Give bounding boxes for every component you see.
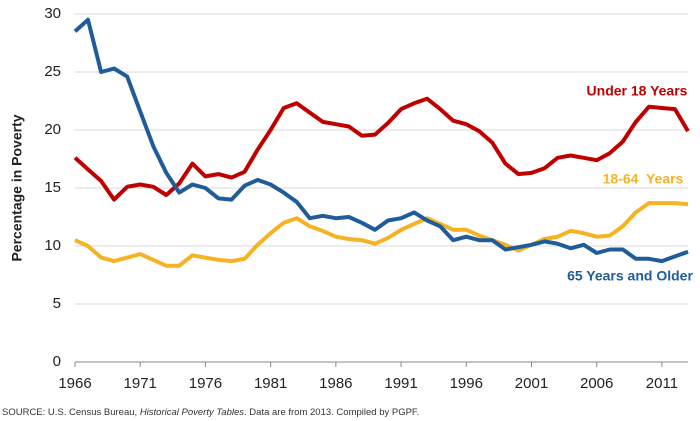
source-prefix: SOURCE: U.S. Census Bureau, bbox=[2, 407, 140, 418]
series-label: Under 18 Years bbox=[587, 83, 688, 99]
y-tick-label: 5 bbox=[53, 295, 61, 312]
source-suffix: . Data are from 2013. Compiled by PGPF. bbox=[244, 407, 419, 418]
x-tick-label: 1986 bbox=[319, 375, 352, 392]
x-tick-label: 2006 bbox=[580, 375, 613, 392]
series-label: 18-64 Years bbox=[603, 171, 684, 187]
source-note: SOURCE: U.S. Census Bureau, Historical P… bbox=[2, 407, 419, 418]
y-tick-label: 20 bbox=[44, 121, 61, 138]
x-tick-label: 1971 bbox=[124, 375, 157, 392]
x-tick-label: 1991 bbox=[384, 375, 417, 392]
x-tick-label: 1981 bbox=[254, 375, 287, 392]
source-italic: Historical Poverty Tables bbox=[140, 407, 244, 418]
series-line bbox=[73, 96, 690, 202]
series-line bbox=[73, 17, 689, 264]
y-tick-label: 15 bbox=[44, 179, 61, 196]
x-tick-label: 1966 bbox=[58, 375, 91, 392]
series-label: 65 Years and Older bbox=[567, 268, 693, 284]
y-tick-label: 0 bbox=[53, 353, 61, 370]
x-tick-label: 1996 bbox=[450, 375, 483, 392]
y-axis-label: Percentage in Poverty bbox=[9, 114, 25, 261]
x-tick-label: 2011 bbox=[646, 375, 678, 392]
x-tick-label: 1976 bbox=[189, 375, 222, 392]
y-tick-label: 10 bbox=[44, 237, 61, 254]
x-tick-label: 2001 bbox=[515, 375, 548, 392]
y-tick-label: 30 bbox=[44, 5, 61, 22]
y-tick-label: 25 bbox=[44, 63, 61, 80]
series-line bbox=[74, 201, 689, 268]
